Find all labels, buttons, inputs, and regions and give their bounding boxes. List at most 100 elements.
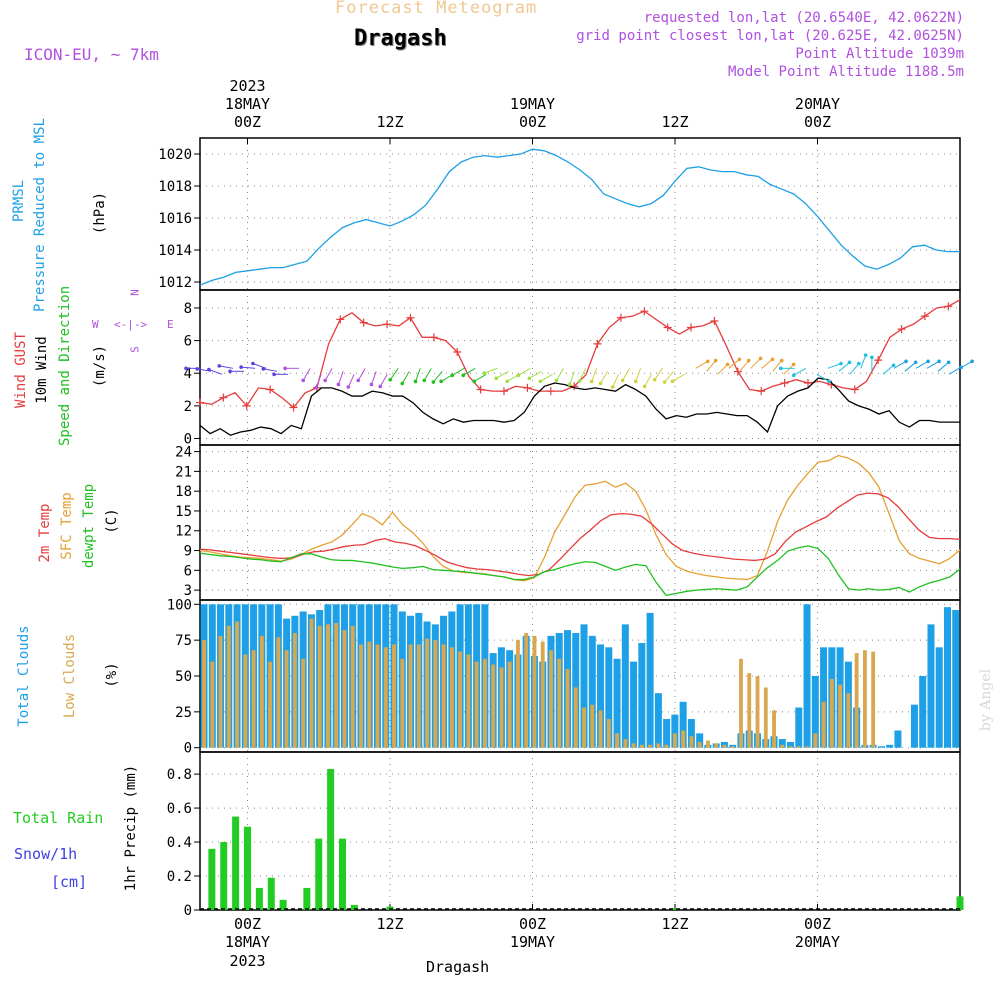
low-cloud-bar — [590, 704, 595, 748]
panel-frame-pressure — [199, 137, 961, 291]
wind-arrow-head — [642, 384, 647, 389]
precip-bar — [208, 848, 216, 910]
low-cloud-bar — [210, 661, 215, 748]
y-tick-label: 0 — [184, 431, 192, 447]
snow-label: Snow/1h — [14, 845, 78, 863]
y-tick-label: 21 — [175, 464, 192, 480]
low-cloud-bar — [507, 661, 512, 748]
wind-arrow — [337, 371, 344, 385]
watermark: by Angel — [978, 668, 994, 732]
pressure-label: Pressure Reduced to MSL — [32, 118, 48, 312]
low-cloud-bar — [623, 739, 628, 748]
total-cloud-bar — [605, 647, 613, 748]
wind-arrow — [302, 368, 311, 381]
gust-label: Wind GUST — [13, 332, 29, 408]
wind-arrow — [401, 371, 410, 384]
y-tick-label: 0 — [184, 903, 192, 919]
low-cloud-bar — [276, 637, 281, 748]
low-cloud-bar — [524, 632, 529, 748]
low-cloud-bar — [317, 625, 322, 748]
wind-arrow — [893, 360, 907, 369]
low-cloud-bar — [672, 733, 677, 748]
wind-arrow-head — [527, 376, 532, 381]
low-cloud-bar — [565, 668, 570, 748]
gust-line-marker — [804, 379, 812, 387]
low-cloud-bar — [706, 740, 710, 748]
gust-line-marker — [383, 320, 392, 329]
low-cloud-bar — [301, 658, 306, 748]
low-cloud-bar — [788, 746, 793, 748]
wind-arrow — [717, 364, 728, 375]
wind-arrow-head — [346, 385, 351, 389]
wind-arrow — [423, 368, 432, 381]
compass-north: N — [128, 289, 142, 296]
low-cloud-bar — [367, 641, 372, 748]
gust-line-marker — [780, 379, 789, 387]
wind-arrow — [569, 371, 575, 385]
wind-arrow-head — [261, 367, 266, 371]
total-cloud-bar — [952, 610, 960, 748]
low-cloud-bar — [854, 653, 859, 748]
low-cloud-bar — [375, 644, 380, 748]
gust-line-marker — [757, 387, 766, 396]
wind-arrow-head — [705, 359, 710, 364]
total-cloud-bar — [894, 730, 902, 748]
panel-frame-wind — [199, 289, 961, 446]
wind-arrow-head — [758, 356, 763, 361]
gust-line-marker — [453, 348, 462, 356]
snow-unit: [cm] — [51, 873, 88, 891]
low-cloud-bar — [615, 733, 620, 748]
wind-arrow-head — [482, 371, 487, 375]
low-cloud-bar — [474, 661, 479, 748]
wind-arrow — [462, 367, 476, 376]
low-cloud-bar — [202, 640, 206, 748]
sfc-temp-line — [199, 454, 961, 582]
wind-arrow-head — [847, 360, 852, 365]
wind-arrow — [263, 368, 278, 372]
total-cloud-bar — [580, 624, 588, 748]
compass-west: W — [92, 318, 99, 331]
wind-arrow — [347, 374, 355, 388]
x-year-top: 2023 — [229, 77, 265, 95]
wind-arrow — [926, 360, 940, 369]
total-cloud-bar — [778, 739, 786, 748]
low-cloud-bar — [557, 658, 562, 748]
wind-arrow — [664, 370, 675, 383]
low-cloud-bar — [549, 650, 553, 748]
total-cloud-bar — [638, 643, 646, 748]
pressure-unit: (hPa) — [92, 191, 108, 235]
total-cloud-bar — [935, 647, 943, 748]
model-altitude: Model Point Altitude 1188.5m — [727, 64, 964, 80]
low-cloud-bar — [598, 710, 603, 748]
wind-arrow — [484, 367, 498, 374]
gust-line-marker — [897, 325, 906, 334]
wind-label: 10m Wind — [34, 336, 50, 404]
gust-line-marker — [266, 385, 275, 394]
precip-unit: 1hr Precip (mm) — [123, 764, 139, 892]
wind-arrow-head — [195, 367, 200, 371]
wind-arrow — [644, 374, 653, 387]
low-cloud-bar — [681, 730, 686, 748]
wind-arrow-head — [184, 366, 188, 371]
wind-arrow-head — [538, 379, 543, 384]
wind-arrow-head — [620, 378, 625, 383]
low-cloud-bar — [739, 658, 743, 748]
low-cloud-bar — [350, 625, 355, 748]
panel-frame-precip — [199, 751, 961, 911]
wind-arrow — [750, 358, 761, 369]
gust-line-marker — [242, 401, 251, 410]
y-tick-label: 0.6 — [167, 801, 192, 817]
wind-dir-label: Speed and Direction — [57, 285, 73, 446]
total-clouds-label: Total Clouds — [16, 625, 32, 727]
wind-arrow — [827, 363, 842, 369]
x-date-top: 19MAY — [510, 95, 555, 113]
wind-arrow — [959, 360, 973, 369]
wind-arrow — [540, 373, 553, 382]
wind-arrow-head — [336, 382, 341, 387]
precip-bar — [315, 838, 323, 910]
wind-arrow — [793, 367, 807, 376]
wind-arrow-head — [633, 379, 638, 384]
gust-line-marker — [546, 387, 555, 396]
wind-arrow-head — [598, 381, 603, 386]
precip-bar — [267, 877, 275, 910]
